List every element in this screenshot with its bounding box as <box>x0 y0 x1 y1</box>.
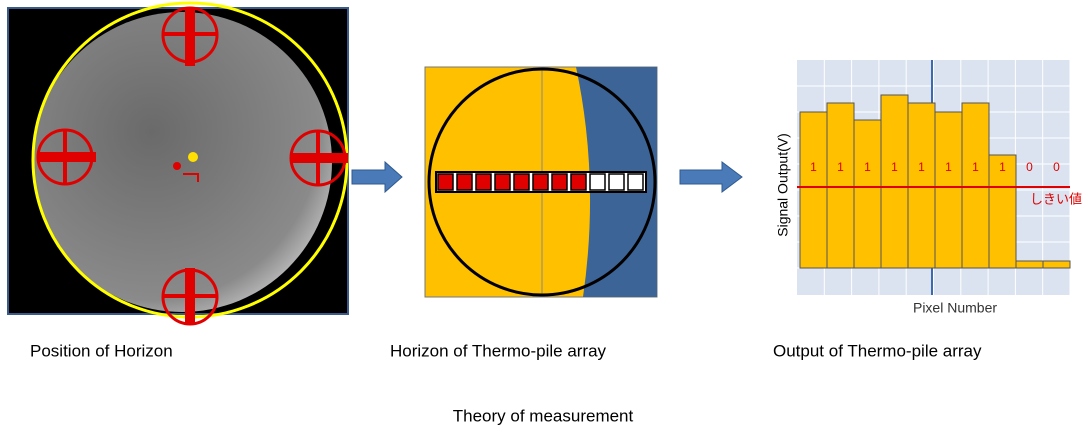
caption: Horizon of Thermo-pile array <box>390 341 607 360</box>
caption: Position of Horizon <box>30 341 173 360</box>
pixel <box>513 173 530 191</box>
pixel <box>570 173 587 191</box>
bit-label: 1 <box>945 160 952 174</box>
pixel <box>551 173 568 191</box>
bar <box>880 94 909 269</box>
bar <box>853 119 882 269</box>
pixel <box>475 173 492 191</box>
bit-label: 1 <box>918 160 925 174</box>
bar <box>961 102 990 269</box>
bit-label: 1 <box>810 160 817 174</box>
bar <box>907 102 936 269</box>
arrow <box>351 160 743 194</box>
threshold-label: しきい値 <box>1030 191 1082 206</box>
bit-label: 0 <box>1026 160 1033 174</box>
pixel <box>532 173 549 191</box>
bit-label: 1 <box>972 160 979 174</box>
pixel <box>589 173 606 191</box>
bar <box>826 102 855 269</box>
output-chart: 1 1 1 1 1 1 1 1 0 0 <box>797 60 1071 295</box>
bar <box>799 111 828 269</box>
pixel <box>494 173 511 191</box>
bar <box>1015 260 1044 269</box>
bar <box>934 111 963 269</box>
earth-panel <box>7 1 349 326</box>
pixel <box>456 173 473 191</box>
bit-label: 1 <box>891 160 898 174</box>
x-axis-label: Pixel Number <box>913 300 997 316</box>
pixel <box>437 173 454 191</box>
caption: Output of Thermo-pile array <box>773 341 982 360</box>
bit-label: 1 <box>999 160 1006 174</box>
bit-label: 0 <box>1053 160 1060 174</box>
bit-label: 1 <box>864 160 871 174</box>
bar <box>988 154 1017 269</box>
bar <box>1042 260 1071 269</box>
title: Theory of measurement <box>453 406 634 425</box>
thermopile-panel <box>424 66 658 298</box>
y-axis-label: Signal Output(V) <box>775 133 791 237</box>
bit-label: 1 <box>837 160 844 174</box>
pixel <box>608 173 625 191</box>
pixel <box>627 173 644 191</box>
